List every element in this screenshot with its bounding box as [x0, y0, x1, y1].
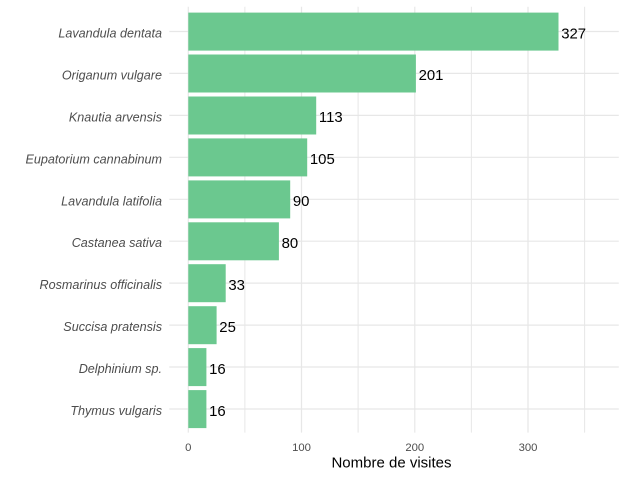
svg-text:Lavandula dentata: Lavandula dentata: [58, 27, 162, 41]
svg-text:25: 25: [219, 320, 236, 336]
svg-text:Castanea sativa: Castanea sativa: [72, 236, 162, 250]
svg-text:Rosmarinus officinalis: Rosmarinus officinalis: [40, 278, 163, 292]
svg-text:201: 201: [419, 68, 444, 84]
svg-text:Succisa pratensis: Succisa pratensis: [63, 320, 162, 334]
svg-text:Nombre de visites: Nombre de visites: [331, 454, 451, 471]
svg-text:113: 113: [319, 110, 343, 126]
svg-text:105: 105: [310, 152, 335, 168]
svg-text:200: 200: [405, 442, 424, 454]
svg-text:90: 90: [293, 194, 310, 210]
svg-text:16: 16: [209, 404, 226, 420]
svg-text:16: 16: [209, 362, 226, 378]
svg-text:0: 0: [185, 442, 191, 454]
svg-text:Delphinium sp.: Delphinium sp.: [79, 362, 162, 376]
svg-text:Thymus vulgaris: Thymus vulgaris: [70, 404, 162, 418]
svg-text:Lavandula latifolia: Lavandula latifolia: [61, 194, 162, 208]
svg-text:Eupatorium cannabinum: Eupatorium cannabinum: [25, 152, 162, 166]
svg-text:327: 327: [561, 26, 586, 42]
svg-text:300: 300: [519, 442, 538, 454]
svg-text:100: 100: [292, 442, 311, 454]
svg-text:80: 80: [282, 236, 299, 252]
svg-text:Knautia arvensis: Knautia arvensis: [69, 110, 163, 124]
svg-text:Origanum vulgare: Origanum vulgare: [62, 68, 162, 82]
svg-text:33: 33: [228, 278, 245, 294]
